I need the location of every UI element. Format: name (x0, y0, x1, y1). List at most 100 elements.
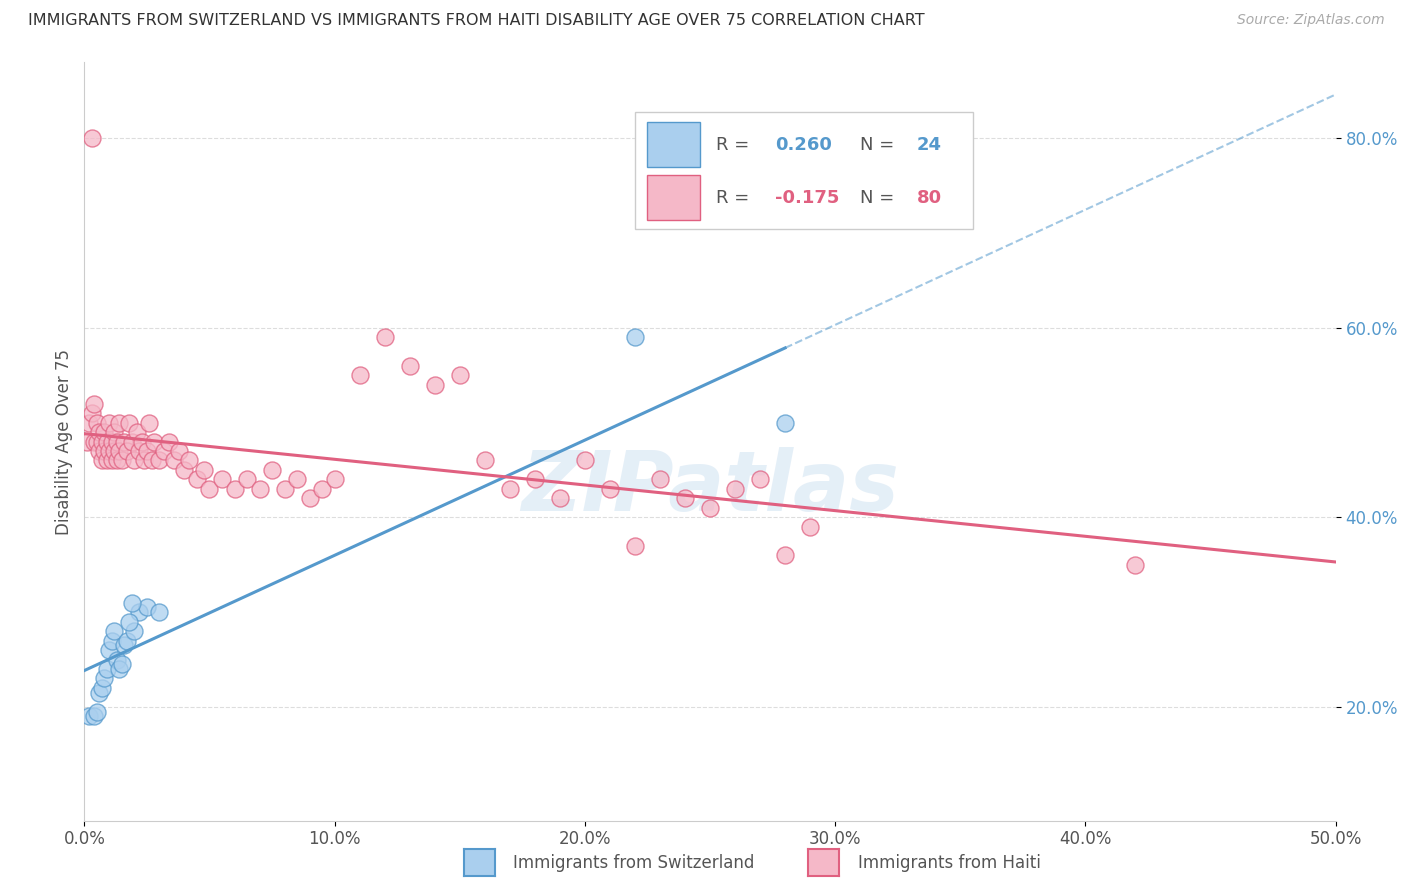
Point (79, 709, 101, 723)
Text: -0.175: -0.175 (775, 188, 839, 207)
Point (499, 482, 522, 496)
Point (128, 444, 150, 458)
Point (136, 444, 159, 458)
Point (90, 681, 112, 695)
Text: R =: R = (716, 136, 755, 153)
Point (76, 434, 98, 449)
Point (624, 330, 647, 344)
Point (80, 406, 103, 420)
Point (103, 425, 125, 439)
Point (86, 705, 108, 719)
Point (449, 368, 471, 383)
Point (98, 444, 121, 458)
Point (136, 600, 159, 615)
Point (138, 416, 160, 430)
Point (159, 434, 181, 449)
Point (423, 377, 446, 392)
Point (198, 482, 221, 496)
Point (699, 500, 721, 515)
Point (83, 709, 105, 723)
Point (86, 434, 108, 449)
Text: IMMIGRANTS FROM SWITZERLAND VS IMMIGRANTS FROM HAITI DISABILITY AGE OVER 75 CORR: IMMIGRANTS FROM SWITZERLAND VS IMMIGRANT… (28, 13, 925, 29)
Point (115, 444, 138, 458)
Point (80, 131, 103, 145)
FancyBboxPatch shape (648, 175, 700, 220)
Point (112, 638, 135, 652)
Point (724, 482, 747, 496)
Point (96, 662, 118, 676)
Point (90, 434, 112, 449)
Point (118, 615, 141, 629)
Point (98, 416, 121, 430)
Point (105, 453, 128, 467)
Point (96, 434, 118, 449)
Point (93, 672, 115, 686)
Point (83, 434, 105, 449)
Text: 0.260: 0.260 (775, 136, 832, 153)
Point (89, 444, 111, 458)
Point (105, 652, 128, 666)
Point (131, 434, 153, 449)
Point (101, 434, 124, 449)
Point (224, 482, 246, 496)
Point (93, 444, 115, 458)
Point (624, 539, 647, 553)
FancyBboxPatch shape (636, 112, 973, 229)
Text: 24: 24 (917, 136, 942, 153)
Point (112, 434, 135, 449)
Point (474, 453, 496, 467)
Point (262, 463, 284, 477)
Point (148, 453, 170, 467)
Point (118, 416, 141, 430)
Point (349, 368, 371, 383)
Point (773, 416, 796, 430)
Point (311, 482, 333, 496)
Point (574, 453, 596, 467)
Point (89, 425, 111, 439)
Text: R =: R = (716, 188, 755, 207)
Point (105, 434, 128, 449)
Point (89, 686, 111, 700)
Point (90, 453, 112, 467)
Point (141, 453, 163, 467)
Text: ZIPatlas: ZIPatlas (522, 447, 898, 527)
Point (548, 491, 571, 506)
Text: N =: N = (860, 188, 900, 207)
Point (186, 473, 208, 487)
Point (108, 444, 131, 458)
Point (273, 482, 295, 496)
Point (103, 624, 125, 639)
Point (108, 662, 131, 676)
Point (599, 482, 621, 496)
Point (143, 434, 166, 449)
Point (163, 453, 186, 467)
Point (115, 633, 138, 648)
Text: Source: ZipAtlas.com: Source: ZipAtlas.com (1237, 13, 1385, 28)
Point (398, 359, 420, 373)
Point (96, 453, 118, 467)
Point (374, 330, 396, 344)
Point (128, 605, 150, 619)
Point (124, 624, 146, 639)
Point (749, 473, 772, 487)
Point (1125, 558, 1147, 572)
Point (101, 453, 124, 467)
Text: N =: N = (860, 136, 900, 153)
Point (103, 444, 125, 458)
Point (523, 473, 546, 487)
Point (648, 473, 671, 487)
Point (86, 416, 108, 430)
Point (773, 548, 796, 563)
Point (121, 596, 143, 610)
Text: Immigrants from Switzerland: Immigrants from Switzerland (513, 854, 755, 871)
Point (125, 425, 148, 439)
Point (173, 463, 195, 477)
Point (111, 657, 134, 672)
Point (236, 473, 259, 487)
Point (124, 453, 146, 467)
Point (323, 473, 346, 487)
Point (108, 416, 131, 430)
Point (249, 482, 271, 496)
Point (79, 416, 101, 430)
Point (148, 605, 170, 619)
